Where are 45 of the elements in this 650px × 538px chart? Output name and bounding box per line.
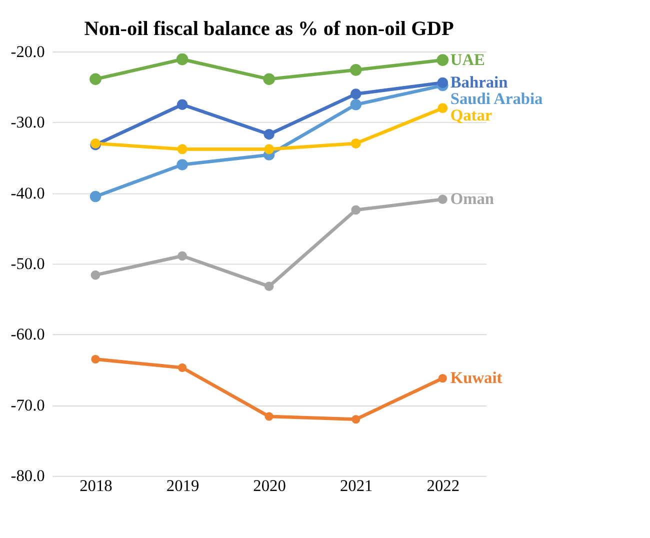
- point: [263, 73, 275, 86]
- series-label: Kuwait: [450, 368, 503, 388]
- point: [438, 103, 448, 114]
- y-tick-label: -80.0: [10, 466, 45, 486]
- point: [90, 270, 100, 280]
- point: [350, 98, 362, 110]
- x-tick-label: 2019: [166, 476, 200, 495]
- point: [178, 363, 187, 372]
- point: [176, 53, 188, 66]
- y-tick-label: -70.0: [10, 395, 45, 414]
- y-tick-label: -30.0: [10, 112, 45, 132]
- y-tick-label: -40.0: [10, 183, 45, 202]
- point: [437, 77, 448, 88]
- point: [352, 415, 360, 424]
- point: [438, 374, 447, 383]
- point: [176, 99, 188, 110]
- x-tick-label: 2022: [426, 476, 460, 495]
- point: [350, 64, 362, 76]
- point: [90, 73, 102, 86]
- point: [351, 205, 361, 215]
- chart-title: Non-oil fiscal balance as % of non-oil GDP: [84, 18, 454, 40]
- point: [264, 144, 274, 154]
- series-label: Oman: [450, 189, 494, 208]
- point: [264, 412, 274, 421]
- point: [350, 88, 362, 100]
- point: [264, 282, 274, 292]
- series-label: Qatar: [450, 105, 492, 124]
- point: [178, 251, 187, 261]
- point: [177, 144, 188, 154]
- series-label: Bahrain: [450, 72, 508, 92]
- x-tick-label: 2020: [253, 476, 286, 495]
- point: [438, 194, 448, 204]
- point: [264, 128, 274, 140]
- x-tick-label: 2021: [340, 476, 373, 495]
- point: [176, 159, 188, 170]
- y-tick-label: -60.0: [10, 324, 45, 344]
- series-label: Saudi Arabia: [450, 88, 543, 108]
- series-label: UAE: [450, 50, 486, 69]
- y-tick-label: -50.0: [10, 254, 45, 274]
- point: [90, 190, 102, 202]
- point: [350, 138, 361, 148]
- point: [436, 54, 449, 66]
- x-tick-label: 2018: [80, 476, 112, 495]
- point: [91, 354, 100, 364]
- y-tick-label: -20.0: [10, 42, 45, 61]
